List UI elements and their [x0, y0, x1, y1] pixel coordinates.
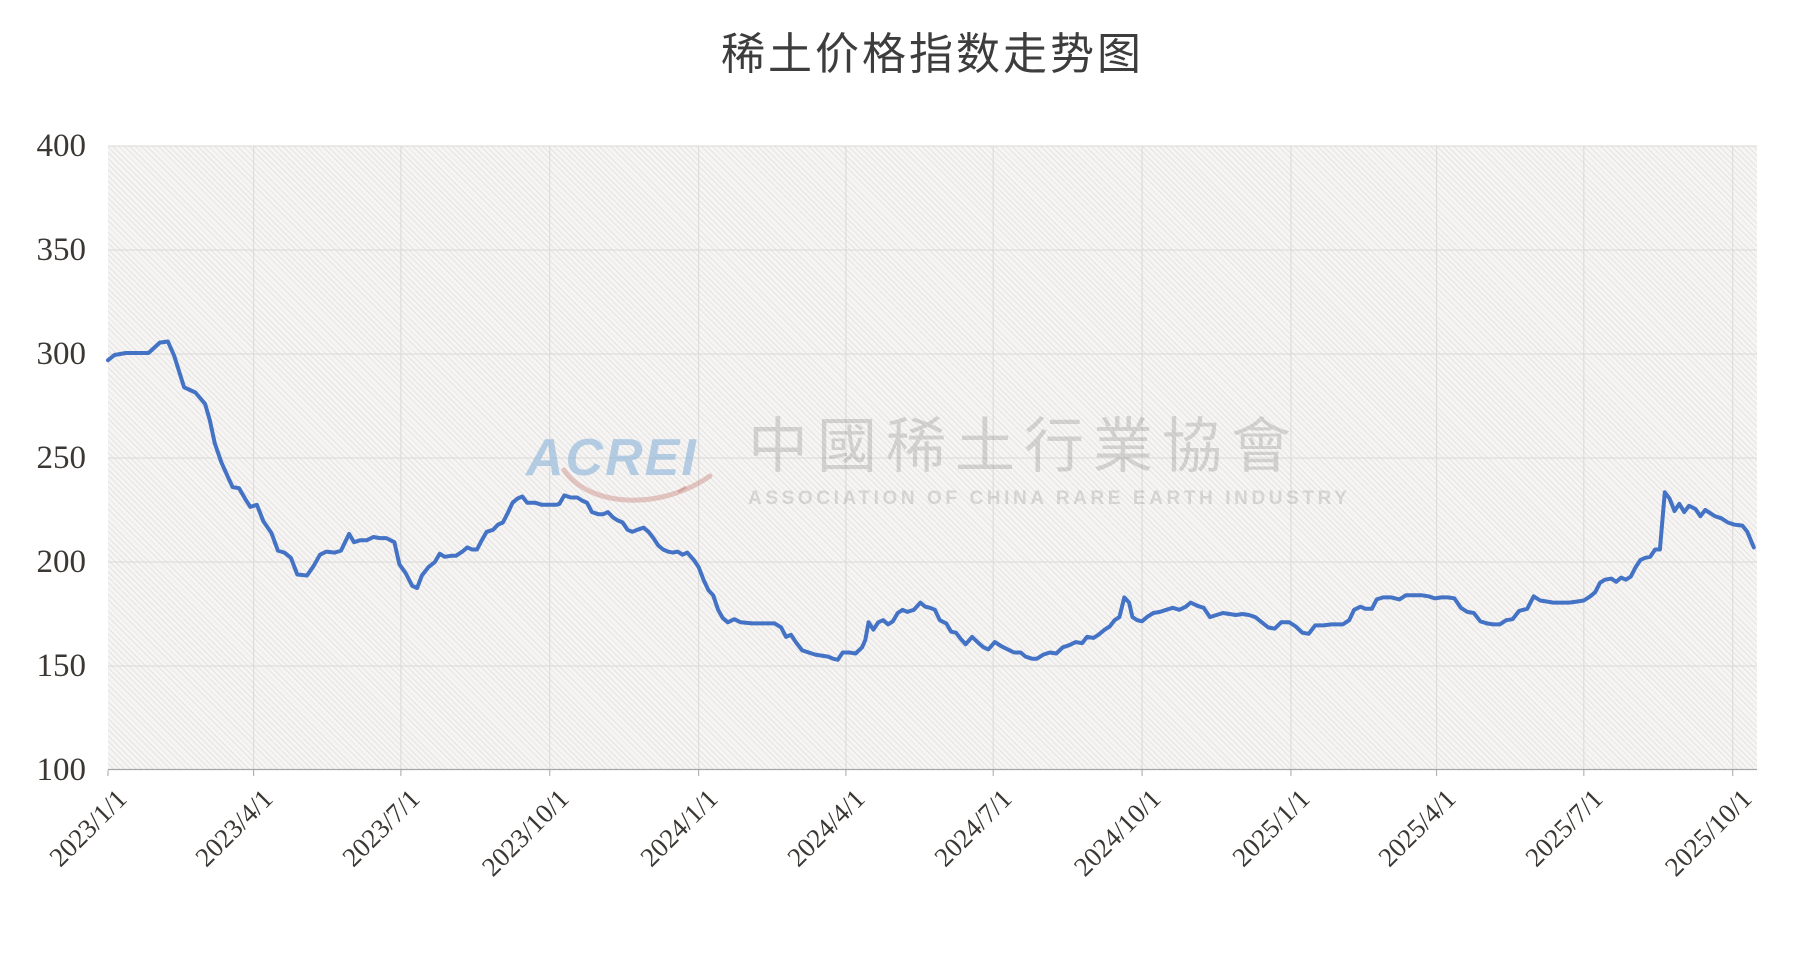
plot-area	[106, 145, 1757, 776]
y-tick-label: 150	[36, 648, 87, 684]
y-tick-label: 300	[36, 336, 87, 372]
price-line-chart-svg	[106, 145, 1757, 776]
x-tick-label: 2024/10/1	[1067, 783, 1167, 882]
x-tick-label: 2025/4/1	[1371, 783, 1462, 873]
y-tick-label: 200	[36, 544, 87, 580]
x-tick-label: 2025/1/1	[1226, 783, 1316, 873]
y-tick-label: 250	[36, 440, 87, 476]
x-tick-label: 2024/7/1	[928, 783, 1018, 873]
price-line	[106, 339, 1756, 662]
y-tick-label: 400	[36, 128, 87, 164]
x-tick-label: 2024/4/1	[781, 783, 871, 873]
x-tick-label: 2025/7/1	[1519, 783, 1609, 873]
x-tick-label: 2023/7/1	[336, 783, 426, 873]
chart-title: 稀土价格指数走势图	[721, 30, 1144, 79]
x-tick-label: 2023/4/1	[189, 783, 279, 873]
x-tick-label: 2023/10/1	[475, 783, 575, 882]
y-tick-label: 350	[36, 232, 87, 268]
y-tick-label: 100	[36, 752, 87, 788]
x-tick-label: 2024/1/1	[634, 783, 724, 873]
x-tick-label: 2025/10/1	[1658, 783, 1758, 882]
x-tick-label: 2023/1/1	[43, 783, 133, 873]
